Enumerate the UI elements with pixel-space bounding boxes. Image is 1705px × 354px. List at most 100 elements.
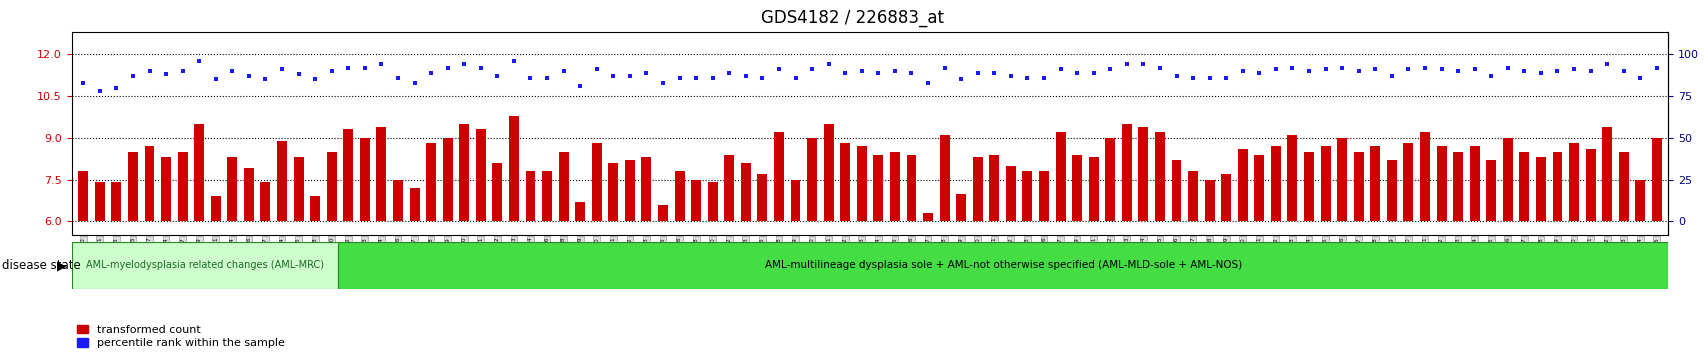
Bar bbox=[1386, 160, 1396, 222]
Bar bbox=[392, 179, 402, 222]
Bar bbox=[211, 196, 220, 222]
Point bbox=[1344, 68, 1371, 74]
Bar bbox=[1122, 124, 1130, 222]
Bar bbox=[609, 163, 617, 222]
Bar bbox=[1534, 157, 1545, 222]
Point bbox=[368, 61, 396, 67]
Point bbox=[931, 65, 958, 70]
Bar bbox=[575, 202, 585, 222]
Point bbox=[119, 73, 147, 79]
Bar bbox=[989, 155, 999, 222]
Bar bbox=[1519, 152, 1528, 222]
Bar bbox=[658, 205, 668, 222]
Point bbox=[418, 70, 445, 75]
Bar bbox=[293, 157, 303, 222]
Bar bbox=[624, 160, 634, 222]
Bar bbox=[160, 157, 171, 222]
Point bbox=[1444, 68, 1471, 74]
Text: disease state: disease state bbox=[2, 259, 80, 272]
Bar bbox=[1154, 132, 1165, 222]
Point bbox=[1575, 68, 1603, 74]
Bar bbox=[508, 115, 518, 222]
Bar bbox=[856, 146, 866, 222]
Point bbox=[1030, 75, 1057, 80]
Point bbox=[334, 65, 361, 70]
Bar bbox=[708, 182, 718, 222]
Bar bbox=[1088, 157, 1098, 222]
Point bbox=[1212, 75, 1240, 80]
Bar bbox=[789, 179, 800, 222]
Bar bbox=[1270, 146, 1280, 222]
Bar bbox=[72, 242, 338, 289]
Bar bbox=[1650, 138, 1661, 222]
Point bbox=[1625, 75, 1652, 80]
Point bbox=[1427, 67, 1454, 72]
Point bbox=[583, 67, 610, 72]
Bar bbox=[1502, 138, 1512, 222]
Point bbox=[1459, 67, 1487, 72]
Bar bbox=[824, 124, 834, 222]
Point bbox=[517, 75, 544, 80]
Point bbox=[1047, 67, 1074, 72]
Point bbox=[268, 67, 295, 72]
Point bbox=[781, 75, 808, 80]
Bar bbox=[1204, 179, 1214, 222]
Point bbox=[1543, 68, 1570, 74]
Bar bbox=[1468, 146, 1478, 222]
Bar bbox=[1287, 135, 1298, 222]
Point bbox=[1560, 67, 1587, 72]
Point bbox=[1494, 65, 1521, 70]
Point bbox=[285, 72, 312, 77]
Point bbox=[1228, 68, 1255, 74]
Point bbox=[1395, 67, 1422, 72]
Bar bbox=[542, 171, 552, 222]
Bar bbox=[1253, 155, 1263, 222]
Bar bbox=[493, 163, 501, 222]
Bar bbox=[310, 196, 321, 222]
Point bbox=[302, 76, 329, 82]
Point bbox=[914, 80, 941, 85]
Bar bbox=[95, 182, 104, 222]
Point bbox=[1477, 73, 1504, 79]
Bar bbox=[476, 130, 486, 222]
Bar bbox=[1369, 146, 1379, 222]
Bar bbox=[1552, 152, 1562, 222]
Point bbox=[682, 75, 709, 80]
Point bbox=[1526, 70, 1553, 75]
Bar bbox=[1436, 146, 1446, 222]
Point bbox=[1112, 61, 1139, 67]
Bar bbox=[1337, 138, 1347, 222]
Bar bbox=[972, 157, 982, 222]
Point bbox=[830, 70, 858, 75]
Point bbox=[534, 75, 561, 80]
Point bbox=[633, 70, 660, 75]
Bar bbox=[841, 143, 849, 222]
Point bbox=[748, 75, 776, 80]
Point bbox=[467, 65, 494, 70]
Point bbox=[218, 68, 246, 74]
Point bbox=[699, 75, 726, 80]
Point bbox=[102, 85, 130, 91]
Bar bbox=[1485, 160, 1495, 222]
Point bbox=[433, 65, 460, 70]
Bar bbox=[740, 163, 750, 222]
Bar bbox=[1618, 152, 1628, 222]
Point bbox=[963, 70, 991, 75]
Bar bbox=[905, 155, 916, 222]
Bar bbox=[922, 213, 933, 222]
Point bbox=[87, 88, 114, 94]
Point bbox=[201, 76, 228, 82]
Bar bbox=[1221, 174, 1231, 222]
Bar bbox=[244, 169, 254, 222]
Point bbox=[864, 70, 892, 75]
Bar bbox=[1021, 171, 1032, 222]
Bar bbox=[1320, 146, 1330, 222]
Bar bbox=[111, 182, 121, 222]
Text: GDS4182 / 226883_at: GDS4182 / 226883_at bbox=[760, 9, 945, 27]
Point bbox=[549, 68, 576, 74]
Bar bbox=[592, 143, 602, 222]
Point bbox=[1245, 70, 1272, 75]
Bar bbox=[360, 138, 370, 222]
Point bbox=[1129, 61, 1156, 67]
Bar bbox=[558, 152, 568, 222]
